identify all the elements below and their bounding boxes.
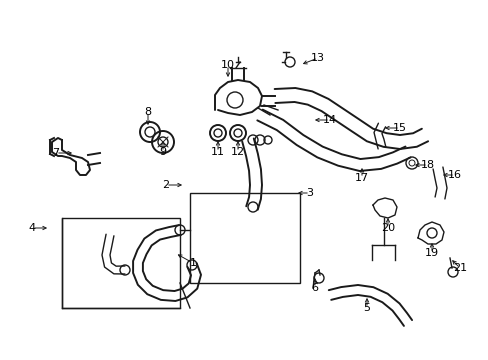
Text: 2: 2 — [162, 180, 169, 190]
Text: 8: 8 — [144, 107, 151, 117]
Bar — [190, 193, 299, 283]
Text: 3: 3 — [306, 188, 313, 198]
Text: 18: 18 — [420, 160, 434, 170]
Text: 17: 17 — [354, 173, 368, 183]
Text: 10: 10 — [221, 60, 235, 70]
Bar — [62, 218, 180, 308]
Text: 15: 15 — [392, 123, 406, 133]
Text: 14: 14 — [322, 115, 336, 125]
Text: 7: 7 — [52, 148, 60, 158]
Text: 11: 11 — [210, 147, 224, 157]
Text: 9: 9 — [159, 147, 166, 157]
Text: 20: 20 — [380, 223, 394, 233]
Text: 13: 13 — [310, 53, 325, 63]
Text: 12: 12 — [230, 147, 244, 157]
Text: 6: 6 — [311, 283, 318, 293]
Text: 5: 5 — [363, 303, 370, 313]
Text: 16: 16 — [447, 170, 461, 180]
Text: 21: 21 — [452, 263, 466, 273]
Text: 19: 19 — [424, 248, 438, 258]
Text: 4: 4 — [28, 223, 36, 233]
Text: 1: 1 — [189, 258, 196, 268]
